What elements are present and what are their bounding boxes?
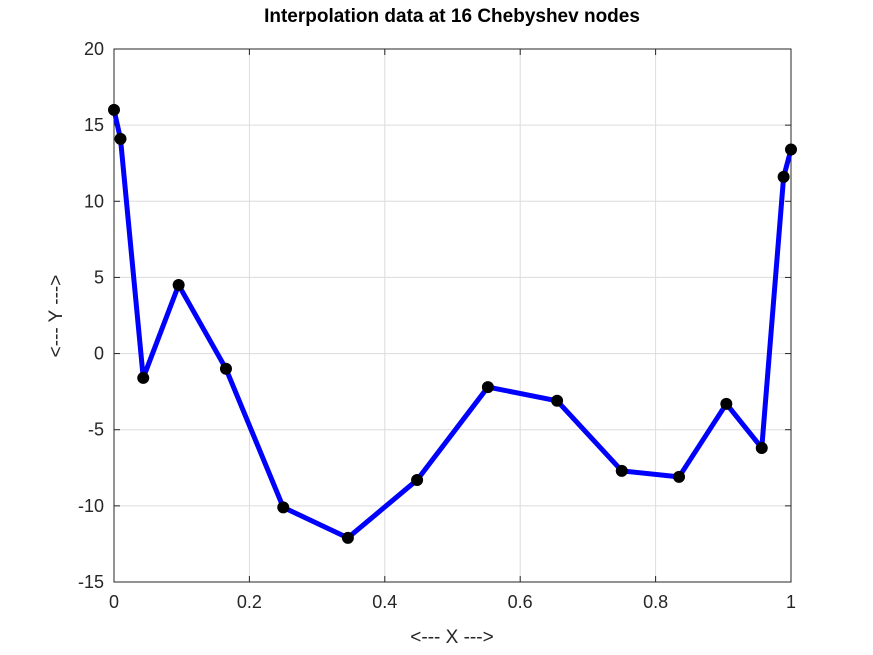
data-point-11 xyxy=(673,470,686,483)
axes-box xyxy=(113,48,792,583)
y-tick-label-6: 15 xyxy=(84,115,104,135)
data-point-2 xyxy=(137,371,150,384)
data-point-3 xyxy=(172,279,185,292)
x-tick-label-5: 1 xyxy=(786,592,796,612)
data-point-4 xyxy=(219,362,232,375)
data-point-15 xyxy=(785,143,797,156)
x-tick-label-1: 0.2 xyxy=(237,592,262,612)
data-point-12 xyxy=(720,397,733,410)
series-layer xyxy=(108,103,797,544)
plot-area xyxy=(114,49,791,582)
y-tick-label-7: 20 xyxy=(84,39,104,59)
data-point-1 xyxy=(114,132,127,145)
y-tick-label-4: 5 xyxy=(94,267,104,287)
series-line-0 xyxy=(111,107,794,541)
y-tick-label-2: -5 xyxy=(88,420,104,440)
axes xyxy=(113,48,792,583)
y-tick-label-3: 0 xyxy=(94,344,104,364)
y-tick-label-1: -10 xyxy=(78,496,104,516)
data-point-6 xyxy=(341,531,354,544)
data-point-10 xyxy=(615,464,628,477)
data-point-0 xyxy=(108,103,120,116)
y-tick-label-0: -15 xyxy=(78,572,104,592)
data-point-8 xyxy=(481,381,494,394)
y-axis-label: <--- Y ---> xyxy=(46,275,67,358)
x-tick-label-0: 0 xyxy=(109,592,119,612)
data-point-5 xyxy=(277,501,290,514)
data-point-14 xyxy=(777,170,790,183)
data-point-13 xyxy=(755,441,768,454)
data-point-7 xyxy=(411,473,424,486)
x-axis-label: <--- X ---> xyxy=(410,627,493,648)
chart-title: Interpolation data at 16 Chebyshev nodes xyxy=(264,6,640,27)
x-tick-label-2: 0.4 xyxy=(372,592,397,612)
ticks: 0 0.2 0.4 0.6 0.8 1 -15 -10 -5 0 5 10 15 20 xyxy=(78,39,796,612)
x-tick-label-4: 0.8 xyxy=(643,592,668,612)
y-tick-label-5: 10 xyxy=(84,191,104,211)
data-point-9 xyxy=(551,394,564,407)
x-tick-label-3: 0.6 xyxy=(508,592,533,612)
